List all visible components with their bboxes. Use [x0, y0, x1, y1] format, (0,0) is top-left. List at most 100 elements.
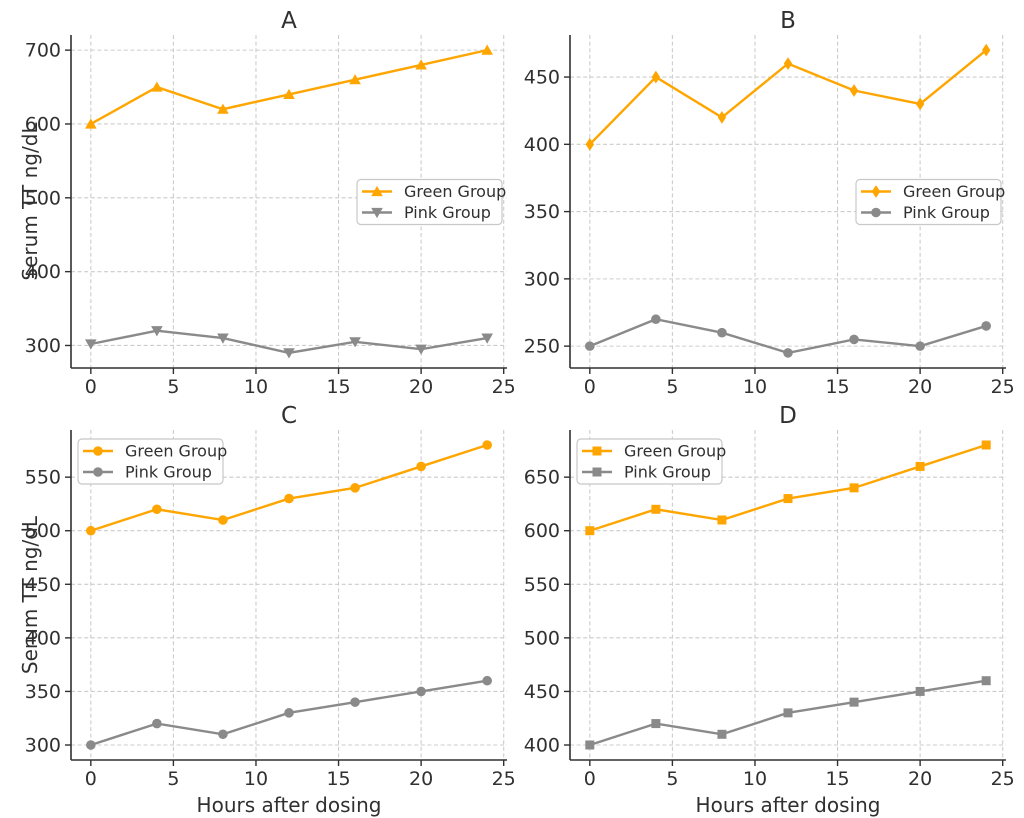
grid — [71, 430, 507, 760]
data-point-marker — [849, 483, 859, 493]
data-point-marker — [284, 493, 294, 504]
legend-entry-green-group: Green Group — [582, 442, 726, 461]
data-point-marker — [915, 341, 925, 351]
y-tick-label: 400 — [25, 627, 61, 649]
x-tick-label: 15 — [825, 768, 849, 790]
data-point-marker — [284, 708, 294, 718]
legend-entry-pink-group: Pink Group — [83, 463, 212, 482]
legend-marker — [871, 185, 881, 198]
data-point-marker — [981, 676, 991, 686]
data-point-marker — [585, 137, 595, 151]
data-point-marker — [981, 43, 991, 57]
x-tick-label: 25 — [492, 376, 516, 398]
legend-label: Green Group — [903, 182, 1005, 201]
series-line-green-group — [90, 48, 488, 126]
data-point-marker — [415, 59, 427, 70]
x-tick-label: 25 — [991, 768, 1015, 790]
data-point-marker — [152, 504, 162, 515]
data-point-marker — [783, 494, 793, 504]
data-point-marker — [151, 81, 163, 92]
legend-box — [77, 438, 224, 485]
panel-D-title: D — [779, 403, 797, 429]
data-point-marker — [849, 697, 859, 707]
y-tick-label: 350 — [524, 201, 560, 223]
legend-entry-pink-group: Pink Group — [362, 203, 491, 222]
y-tick-label: 400 — [524, 735, 560, 757]
x-tick-label: 25 — [991, 376, 1015, 398]
data-point-marker — [349, 337, 361, 348]
y-tick-label: 400 — [524, 134, 560, 156]
legend-label: Pink Group — [624, 463, 711, 482]
x-tick-label: 0 — [85, 376, 97, 398]
panel-D-legend: Green Group Pink Group — [576, 438, 726, 485]
y-tick-label: 500 — [25, 187, 61, 209]
x-tick-label: 20 — [409, 376, 433, 398]
data-point-marker — [350, 697, 360, 707]
data-point-marker — [415, 344, 427, 355]
series-line-pink-group — [589, 317, 987, 355]
data-point-marker — [717, 111, 727, 124]
data-point-marker — [783, 708, 793, 718]
x-tick-label: 15 — [326, 768, 350, 790]
ticks: 0 5 10 15 20 25 300 350 400 450 500 550 — [25, 467, 516, 790]
x-axis-label: Hours after dosing — [197, 793, 382, 817]
data-point-marker — [218, 729, 228, 740]
legend-box — [356, 178, 503, 226]
legend-label: Pink Group — [404, 203, 491, 222]
y-tick-label: 700 — [25, 40, 61, 62]
data-point-marker — [218, 515, 228, 525]
data-point-marker — [482, 675, 492, 686]
data-point-marker — [717, 327, 727, 338]
x-tick-label: 15 — [825, 376, 849, 398]
legend-label: Green Group — [125, 442, 227, 461]
y-axis-label: Serum TT ng/dL — [18, 122, 42, 281]
y-tick-label: 450 — [524, 67, 560, 89]
legend-entry-green-group: Green Group — [83, 442, 227, 461]
legend-label: Green Group — [404, 182, 506, 201]
data-point-marker — [783, 348, 793, 358]
series-markers-pink-group — [85, 326, 493, 359]
x-tick-label: 10 — [244, 768, 268, 790]
data-point-marker — [416, 461, 426, 472]
legend-marker — [371, 185, 383, 197]
panel-B-title: B — [780, 8, 796, 34]
legend-label: Pink Group — [125, 463, 212, 482]
data-point-marker — [717, 515, 727, 525]
y-tick-label: 600 — [25, 113, 61, 135]
data-point-marker — [981, 321, 991, 331]
panel-A-legend: Green Group Pink Group — [356, 178, 506, 226]
y-tick-label: 550 — [25, 467, 61, 489]
x-tick-label: 20 — [908, 768, 932, 790]
series-markers-green-group — [585, 440, 991, 536]
data-point-marker — [283, 88, 295, 100]
legend-marker — [371, 207, 383, 219]
panel-A-title: A — [281, 8, 297, 34]
x-tick-label: 5 — [666, 768, 678, 790]
data-point-marker — [717, 729, 727, 739]
y-tick-label: 450 — [524, 681, 560, 703]
y-tick-label: 500 — [524, 627, 560, 649]
x-axis-label: Hours after dosing — [696, 793, 881, 817]
data-point-marker — [217, 103, 229, 114]
legend-box — [855, 178, 1002, 226]
series-markers-green-group — [585, 43, 991, 151]
ticks: 0 5 10 15 20 25 250 300 350 400 450 — [524, 67, 1015, 398]
legend-entry-pink-group: Pink Group — [861, 203, 990, 222]
data-point-marker — [152, 718, 162, 729]
x-tick-label: 20 — [908, 376, 932, 398]
panel-A: 0 5 10 15 20 25 300 400 500 600 700 A Serum TT ng/dL… — [18, 8, 516, 398]
x-tick-label: 5 — [666, 376, 678, 398]
y-tick-label: 500 — [25, 520, 61, 542]
legend-marker — [93, 446, 103, 456]
data-point-marker — [85, 118, 97, 129]
data-point-marker — [915, 97, 925, 111]
data-point-marker — [981, 440, 991, 450]
x-tick-label: 25 — [492, 768, 516, 790]
panel-C: 0 5 10 15 20 25 300 350 400 450 500 550 C Hours after… — [18, 403, 516, 817]
x-tick-label: 10 — [743, 376, 767, 398]
panel-B: 0 5 10 15 20 25 250 300 350 400 450 B Green Group Pin… — [524, 8, 1015, 398]
legend-entry-green-group: Green Group — [362, 182, 506, 201]
data-point-marker — [651, 504, 661, 514]
